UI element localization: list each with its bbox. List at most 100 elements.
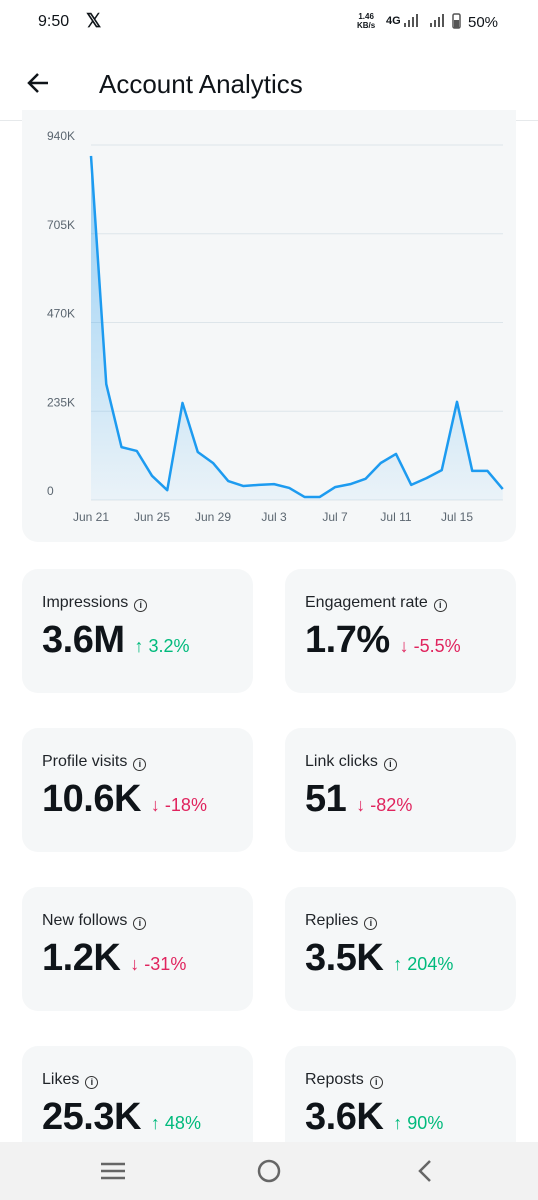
metric-label-text: Likes	[42, 1071, 80, 1088]
recents-button[interactable]	[101, 1162, 125, 1180]
metric-label-text: Link clicks	[305, 753, 378, 770]
metric-change: ↓ -18%	[151, 795, 207, 815]
info-icon[interactable]: i	[383, 758, 397, 771]
metric-card: Link clicks i 51 ↓ -82%	[285, 728, 516, 852]
info-icon[interactable]: i	[369, 1076, 383, 1089]
metric-label: Replies i	[305, 912, 378, 930]
nav-bar	[0, 1142, 538, 1200]
metric-change-text: -31%	[144, 954, 187, 974]
metric-value: 10.6K ↓ -18%	[42, 778, 207, 821]
metric-label: Link clicks i	[305, 753, 397, 771]
area	[91, 155, 503, 500]
metric-change: ↑ 90%	[393, 1113, 443, 1133]
speed-value: 1.46	[358, 12, 374, 21]
metric-change-text: 204%	[407, 954, 454, 974]
speed-unit: KB/s	[357, 21, 376, 30]
line	[89, 155, 504, 499]
metric-value-text: 10.6K	[42, 778, 141, 820]
metric-value-text: 3.6M	[42, 619, 125, 661]
x-tick-label: Jun 21	[73, 510, 109, 524]
status-network: 4G	[386, 15, 401, 27]
trend-arrow: ↑	[393, 1113, 408, 1133]
nav-icons	[101, 1159, 431, 1183]
metric-value: 3.6K ↑ 90%	[305, 1096, 443, 1139]
metric-label-text: Impressions	[42, 594, 129, 611]
y-tick-label: 705K	[47, 218, 75, 232]
metric-change: ↓ -31%	[130, 954, 186, 974]
metric-value: 1.7% ↓ -5.5%	[305, 619, 461, 662]
trend-arrow: ↑	[393, 954, 408, 974]
x-tick-label: Jun 29	[195, 510, 231, 524]
metric-label: New follows i	[42, 912, 147, 930]
metric-label: Profile visits i	[42, 753, 147, 771]
page-title: Account Analytics	[99, 69, 303, 99]
metric-label: Likes i	[42, 1071, 99, 1089]
metric-value: 3.6M ↑ 3.2%	[42, 619, 190, 662]
metric-value-text: 3.6K	[305, 1096, 384, 1138]
metric-change: ↑ 48%	[151, 1113, 201, 1133]
metric-card: Profile visits i 10.6K ↓ -18%	[22, 728, 253, 852]
battery-icon	[452, 13, 461, 29]
home-button[interactable]	[257, 1159, 281, 1183]
x-tick-label: Jul 7	[322, 510, 348, 524]
status-time: 9:50	[38, 13, 70, 30]
metric-card: Replies i 3.5K ↑ 204%	[285, 887, 516, 1011]
y-tick-label: 940K	[47, 129, 75, 143]
status-battery: 50%	[468, 14, 499, 31]
y-tick-label: 235K	[47, 395, 75, 409]
metric-value-text: 25.3K	[42, 1096, 141, 1138]
metric-value: 51 ↓ -82%	[305, 778, 412, 821]
info-icon[interactable]: i	[133, 758, 147, 771]
metric-value: 3.5K ↑ 204%	[305, 937, 453, 980]
metric-label: Engagement rate i	[305, 594, 447, 612]
x-tick-label: Jul 3	[261, 510, 287, 524]
metric-change-text: 48%	[164, 1113, 201, 1133]
metric-label-text: Reposts	[305, 1071, 364, 1088]
signal-icons	[404, 14, 444, 27]
metric-change: ↓ -5.5%	[400, 636, 461, 656]
trend-arrow: ↓	[399, 636, 414, 656]
metric-change: ↑ 3.2%	[134, 636, 189, 656]
metric-change-text: -18%	[164, 795, 207, 815]
metric-change: ↓ -82%	[356, 795, 412, 815]
x-tick-label: Jun 25	[134, 510, 170, 524]
trend-arrow: ↓	[130, 954, 145, 974]
metric-change-text: -5.5%	[413, 636, 461, 656]
metric-label: Impressions i	[42, 594, 148, 612]
back-button[interactable]	[26, 70, 52, 96]
metric-value-text: 1.7%	[305, 619, 390, 661]
chart: 0 235K 470K 705K 940K Jun 21 Jun 25 Jun 29 Jul 3…	[47, 129, 504, 524]
metric-value-text: 51	[305, 778, 347, 820]
info-icon[interactable]: i	[134, 599, 148, 612]
metric-value: 25.3K ↑ 48%	[42, 1096, 201, 1139]
metric-change: ↑ 204%	[393, 954, 453, 974]
y-tick-label: 0	[47, 484, 54, 498]
back-nav-button[interactable]	[418, 1160, 431, 1182]
info-icon[interactable]: i	[85, 1076, 99, 1089]
metric-change-text: 3.2%	[148, 636, 190, 656]
x-logo: 𝕏	[86, 11, 102, 32]
metric-change-text: -82%	[370, 795, 413, 815]
metric-label: Reposts i	[305, 1071, 383, 1089]
metric-card: Engagement rate i 1.7% ↓ -5.5%	[285, 569, 516, 693]
x-tick-label: Jul 11	[380, 510, 411, 524]
trend-arrow: ↑	[150, 1113, 165, 1133]
metric-value-text: 1.2K	[42, 937, 121, 979]
info-icon[interactable]: i	[433, 599, 447, 612]
metric-label-text: Engagement rate	[305, 594, 428, 611]
trend-arrow: ↑	[134, 636, 149, 656]
info-icon[interactable]: i	[364, 917, 378, 930]
metric-value-text: 3.5K	[305, 937, 384, 979]
metric-card: Impressions i 3.6M ↑ 3.2%	[22, 569, 253, 693]
metric-label-text: Replies	[305, 912, 359, 929]
y-tick-label: 470K	[47, 307, 75, 321]
metric-card: New follows i 1.2K ↓ -31%	[22, 887, 253, 1011]
metric-label-text: Profile visits	[42, 753, 128, 770]
info-icon[interactable]: i	[133, 917, 147, 930]
metric-label-text: New follows	[42, 912, 128, 929]
trend-arrow: ↓	[356, 795, 371, 815]
metric-value: 1.2K ↓ -31%	[42, 937, 186, 980]
metric-change-text: 90%	[407, 1113, 444, 1133]
trend-arrow: ↓	[150, 795, 165, 815]
